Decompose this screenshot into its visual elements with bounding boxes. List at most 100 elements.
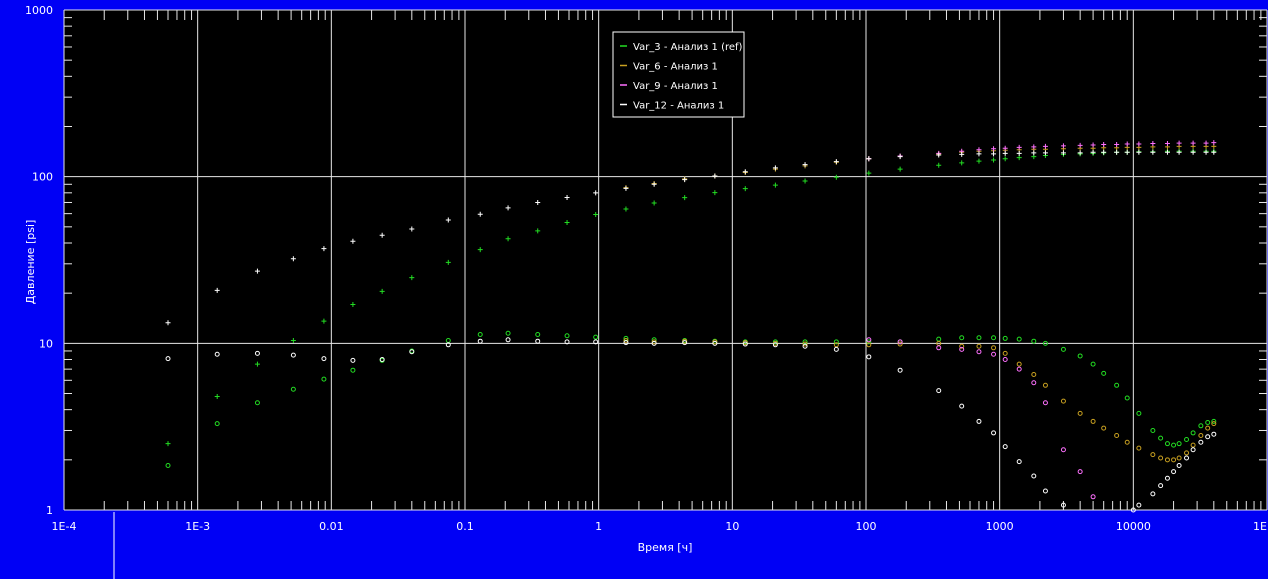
pressure-point <box>1150 141 1156 147</box>
grid <box>63 9 1268 511</box>
pressure-point <box>1190 149 1196 155</box>
pressure-point <box>214 287 220 293</box>
derivative-point <box>564 333 570 339</box>
derivative-point <box>1211 431 1217 437</box>
pressure-point <box>1016 150 1022 156</box>
pressure-point <box>165 320 171 326</box>
derivative-point <box>535 338 541 344</box>
pressure-point <box>564 219 570 225</box>
derivative-point <box>379 356 385 362</box>
derivative-point <box>214 421 220 427</box>
pressure-point <box>1060 143 1066 149</box>
derivative-point <box>1158 435 1164 441</box>
derivative-point <box>833 342 839 348</box>
derivative-point <box>1114 382 1120 388</box>
derivative-point <box>1176 441 1182 447</box>
pressure-point <box>1042 150 1048 156</box>
derivative-point <box>651 340 657 346</box>
pressure-point <box>976 151 982 157</box>
pressure-point <box>1203 140 1209 146</box>
y-tick-label: 10 <box>39 337 53 350</box>
x-tick-label: 1E <box>1253 520 1267 533</box>
derivative-point <box>1176 455 1182 461</box>
derivative-point <box>1031 372 1037 378</box>
pressure-point <box>505 205 511 211</box>
pressure-point <box>1002 150 1008 156</box>
pressure-point <box>866 170 872 176</box>
derivative-point <box>165 356 171 362</box>
derivative-point <box>959 346 965 352</box>
derivative-point <box>1090 494 1096 500</box>
derivative-point <box>409 349 415 355</box>
pressure-point <box>1211 140 1217 146</box>
derivative-point <box>1205 434 1211 440</box>
pressure-point <box>742 186 748 192</box>
derivative-point <box>505 337 511 343</box>
derivative-point <box>593 334 599 340</box>
derivative-point <box>1016 361 1022 367</box>
pressure-point <box>535 228 541 234</box>
derivative-point <box>866 337 872 343</box>
derivative-point <box>1164 441 1170 447</box>
derivative-point <box>1158 483 1164 489</box>
x-tick-label: 1E-4 <box>52 520 77 533</box>
pressure-point <box>445 259 451 265</box>
pressure-point <box>1190 140 1196 146</box>
derivative-point <box>959 335 965 341</box>
derivative-point <box>290 352 296 358</box>
derivative-point <box>477 331 483 337</box>
derivative-point <box>1031 380 1037 386</box>
pressure-point <box>505 236 511 242</box>
x-tick-label: 10 <box>725 520 739 533</box>
pressure-point <box>1124 141 1130 147</box>
pressure-point <box>1101 149 1107 155</box>
pressure-point <box>959 151 965 157</box>
derivative-point <box>1171 469 1177 475</box>
pressure-point <box>1016 144 1022 150</box>
derivative-point <box>959 403 965 409</box>
pressure-point <box>991 157 997 163</box>
pressure-point <box>290 337 296 343</box>
pressure-point <box>254 268 260 274</box>
pressure-point <box>593 190 599 196</box>
pressure-point <box>651 181 657 187</box>
pressure-point <box>477 211 483 217</box>
pressure-point <box>651 200 657 206</box>
y-tick-label: 1 <box>46 504 53 517</box>
derivative-point <box>1190 447 1196 453</box>
pressure-point <box>379 288 385 294</box>
y-tick-labels: 1 10 100 1000 <box>25 4 53 517</box>
derivative-point <box>833 339 839 345</box>
derivative-point <box>976 343 982 349</box>
derivative-point <box>1150 452 1156 458</box>
legend-label: Var_3 - Анализ 1 (ref) <box>633 42 743 53</box>
derivative-point <box>802 341 808 347</box>
derivative-point <box>165 462 171 468</box>
pressure-point <box>409 275 415 281</box>
derivative-point <box>1198 423 1204 429</box>
pressure-point <box>833 159 839 165</box>
derivative-point <box>866 354 872 360</box>
derivative-point <box>1060 346 1066 352</box>
pressure-point <box>991 151 997 157</box>
pressure-point <box>321 318 327 324</box>
pressure-point <box>802 178 808 184</box>
derivative-point <box>1114 432 1120 438</box>
derivative-point <box>1150 427 1156 433</box>
derivative-point <box>1190 430 1196 436</box>
derivative-point <box>1198 432 1204 438</box>
pressure-point <box>445 217 451 223</box>
pressure-point <box>682 195 688 201</box>
derivative-point <box>1158 455 1164 461</box>
derivative-point <box>742 341 748 347</box>
derivative-point <box>505 330 511 336</box>
derivative-point <box>1164 457 1170 463</box>
derivative-point <box>772 342 778 348</box>
x-tick-label: 100 <box>856 520 877 533</box>
derivative-point <box>254 350 260 356</box>
x-tick-label: 0.01 <box>319 520 344 533</box>
derivative-point <box>1184 450 1190 456</box>
pressure-point <box>409 226 415 232</box>
pressure-point <box>1031 144 1037 150</box>
pressure-point <box>1203 149 1209 155</box>
